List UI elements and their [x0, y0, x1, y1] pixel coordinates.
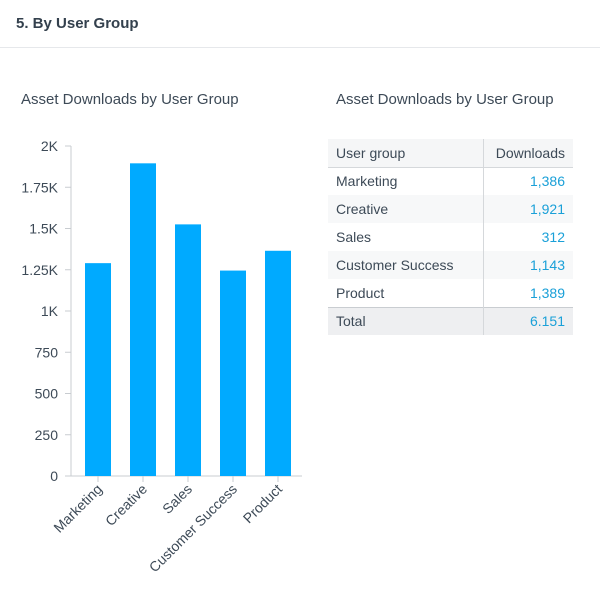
row-group: Sales: [328, 223, 484, 251]
total-label: Total: [328, 306, 484, 335]
bar-creative[interactable]: [130, 163, 156, 476]
column-header-user-group[interactable]: User group: [328, 139, 484, 168]
table-total-row: Total 6.151: [328, 306, 573, 335]
y-tick-label: 1K: [41, 303, 59, 319]
y-tick-label: 500: [35, 386, 59, 402]
bar-marketing[interactable]: [85, 263, 111, 476]
row-group: Product: [328, 279, 484, 307]
row-group: Customer Success: [328, 251, 484, 279]
y-tick-label: 0: [50, 468, 58, 484]
y-tick-label: 1.75K: [21, 179, 58, 195]
row-group: Marketing: [328, 167, 484, 195]
table-title: Asset Downloads by User Group: [336, 91, 554, 108]
section-header: 5. By User Group: [0, 0, 600, 48]
section-title: 5. By User Group: [16, 15, 139, 32]
bar-product[interactable]: [265, 250, 291, 476]
table-row: Sales 312: [328, 223, 573, 251]
y-tick-label: 1.5K: [29, 221, 58, 237]
x-tick-label: Customer Success: [146, 481, 240, 575]
bar-customer-success[interactable]: [220, 270, 246, 476]
chart-title: Asset Downloads by User Group: [21, 91, 239, 108]
total-value: 6.151: [483, 306, 573, 335]
table-row: Creative 1,921: [328, 195, 573, 223]
row-downloads[interactable]: 1,389: [529, 284, 565, 301]
bar-chart: 0 250 500 750 1K 1.25K 1.5K 1.75K 2K MarketingCre…: [21, 138, 302, 575]
y-tick-label: 2K: [41, 138, 59, 154]
table-row: Marketing 1,386: [328, 167, 573, 195]
row-downloads[interactable]: 1,921: [483, 195, 573, 223]
y-tick-label: 250: [35, 427, 59, 443]
table-header-row: User group Downloads: [328, 139, 573, 168]
table-row: Customer Success 1,143: [328, 251, 573, 279]
bar-sales[interactable]: [175, 224, 201, 476]
x-tick-label: Creative: [102, 481, 150, 529]
row-downloads[interactable]: 1,143: [483, 251, 573, 279]
downloads-table: User group Downloads Marketing 1,386 Cre…: [328, 139, 573, 335]
x-tick-label: Product: [240, 481, 286, 527]
y-tick-label: 750: [35, 344, 59, 360]
row-downloads[interactable]: 1,386: [529, 173, 565, 190]
row-downloads[interactable]: 312: [541, 229, 565, 245]
table-row: Product 1,389: [328, 279, 573, 307]
x-tick-label: Sales: [159, 481, 195, 517]
column-header-downloads[interactable]: Downloads: [483, 139, 573, 168]
x-tick-label: Marketing: [50, 481, 105, 536]
y-tick-label: 1.25K: [21, 262, 58, 278]
row-group: Creative: [328, 195, 484, 223]
